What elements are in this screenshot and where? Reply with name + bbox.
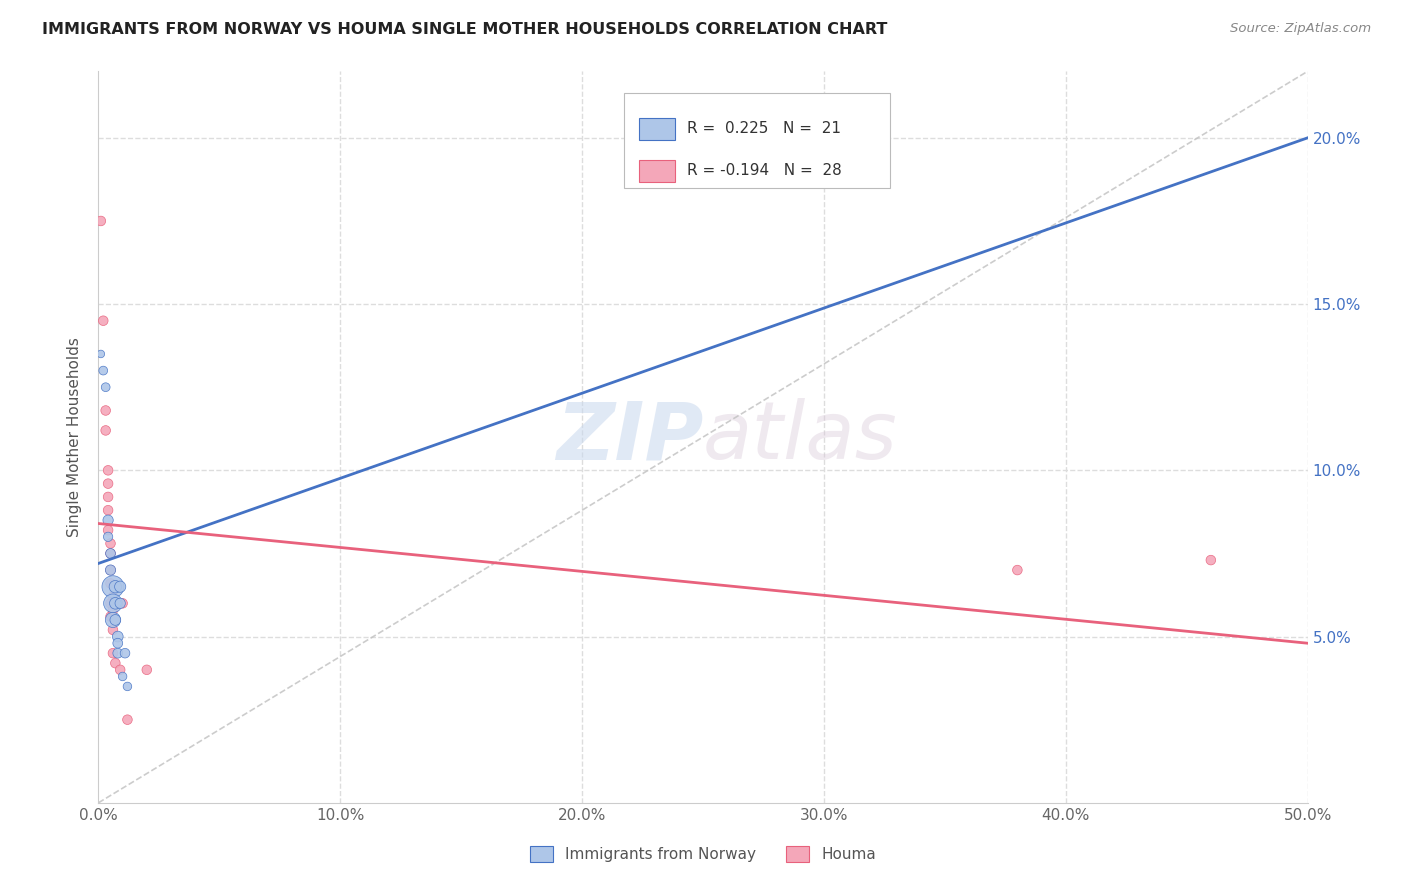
Point bbox=[90, 214, 112, 228]
Point bbox=[94, 424, 117, 438]
Point bbox=[117, 680, 139, 694]
Point bbox=[117, 713, 139, 727]
Point bbox=[100, 536, 122, 550]
Point bbox=[100, 563, 122, 577]
Point bbox=[94, 380, 117, 394]
Point bbox=[108, 663, 131, 677]
Point bbox=[97, 503, 120, 517]
Point bbox=[100, 609, 122, 624]
Point bbox=[107, 646, 129, 660]
Point bbox=[100, 596, 122, 610]
Point bbox=[97, 490, 120, 504]
Point bbox=[97, 463, 120, 477]
Point bbox=[90, 347, 112, 361]
Point bbox=[107, 630, 129, 644]
Point bbox=[104, 596, 127, 610]
Point bbox=[108, 596, 131, 610]
Legend: Immigrants from Norway, Houma: Immigrants from Norway, Houma bbox=[523, 840, 883, 868]
Point bbox=[135, 663, 157, 677]
Point bbox=[101, 580, 124, 594]
Text: Source: ZipAtlas.com: Source: ZipAtlas.com bbox=[1230, 22, 1371, 36]
Point bbox=[101, 623, 124, 637]
Point bbox=[97, 523, 120, 537]
Point bbox=[100, 563, 122, 577]
Point bbox=[91, 314, 114, 328]
Point bbox=[100, 546, 122, 560]
Point bbox=[97, 530, 120, 544]
Point bbox=[101, 646, 124, 660]
Point bbox=[101, 603, 124, 617]
Point bbox=[100, 546, 122, 560]
Point bbox=[114, 646, 136, 660]
Text: ZIP: ZIP bbox=[555, 398, 703, 476]
Bar bbox=[638, 160, 675, 182]
Text: IMMIGRANTS FROM NORWAY VS HOUMA SINGLE MOTHER HOUSEHOLDS CORRELATION CHART: IMMIGRANTS FROM NORWAY VS HOUMA SINGLE M… bbox=[42, 22, 887, 37]
Point bbox=[111, 669, 134, 683]
Point bbox=[100, 576, 122, 591]
Bar bbox=[638, 118, 675, 140]
Point bbox=[101, 596, 124, 610]
Point bbox=[101, 613, 124, 627]
Point bbox=[111, 596, 134, 610]
Point bbox=[104, 613, 127, 627]
Point bbox=[97, 513, 120, 527]
Text: atlas: atlas bbox=[703, 398, 898, 476]
Point bbox=[94, 403, 117, 417]
Point bbox=[91, 363, 114, 377]
Point bbox=[1007, 563, 1029, 577]
Point bbox=[104, 580, 127, 594]
Point bbox=[107, 636, 129, 650]
Point bbox=[104, 613, 127, 627]
FancyBboxPatch shape bbox=[624, 94, 890, 188]
Point bbox=[104, 656, 127, 670]
Point bbox=[107, 596, 129, 610]
Y-axis label: Single Mother Households: Single Mother Households bbox=[67, 337, 83, 537]
Point bbox=[1199, 553, 1222, 567]
Point bbox=[108, 580, 131, 594]
Text: R = -0.194   N =  28: R = -0.194 N = 28 bbox=[688, 163, 842, 178]
Point bbox=[97, 476, 120, 491]
Point bbox=[101, 590, 124, 604]
Text: R =  0.225   N =  21: R = 0.225 N = 21 bbox=[688, 121, 841, 136]
